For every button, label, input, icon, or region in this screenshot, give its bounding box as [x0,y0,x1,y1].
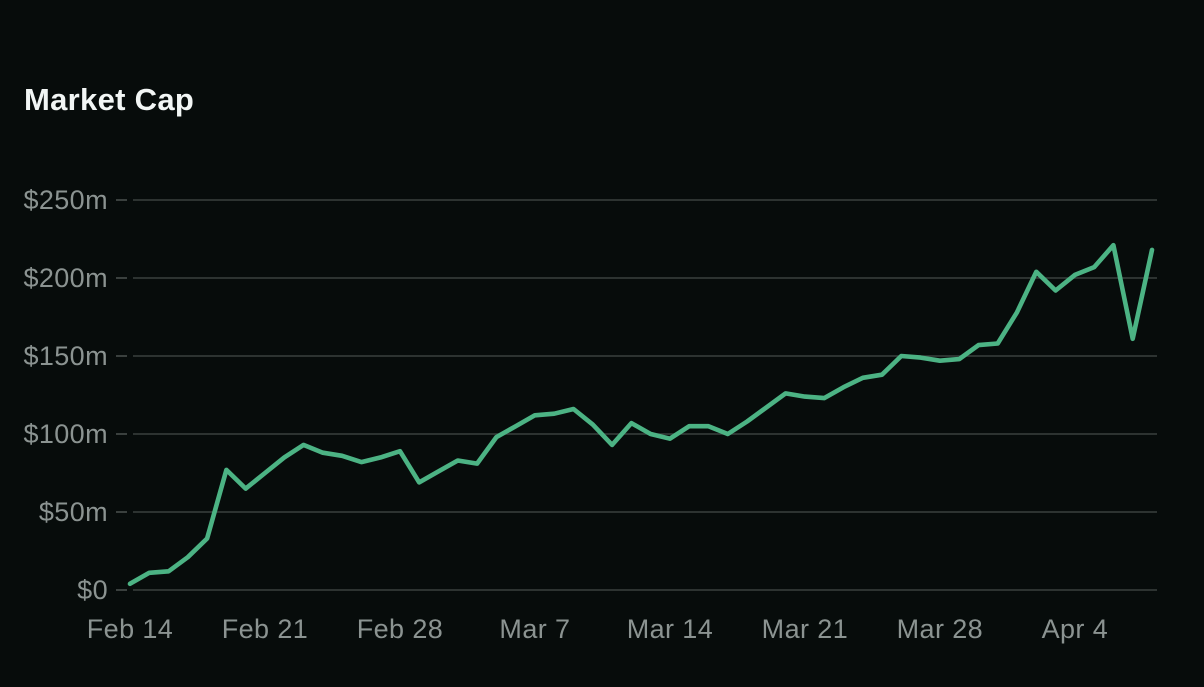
x-axis-label: Feb 28 [357,614,443,644]
y-axis-label: $50m [39,497,108,527]
page-title: Market Cap [24,82,195,117]
y-axis-label: $0 [77,575,108,605]
x-axis-label: Mar 14 [627,614,713,644]
y-axis-label: $200m [23,263,108,293]
y-axis-label: $250m [23,185,108,215]
y-axis: $0 $50m $100m $150m $200m $250m [23,185,1157,605]
x-axis-label: Mar 28 [897,614,983,644]
x-axis-label: Mar 21 [762,614,848,644]
market-cap-line [127,242,1155,587]
x-axis: Feb 14 Feb 21 Feb 28 Mar 7 Mar 14 Mar 21 Mar 2… [87,614,1108,644]
y-axis-label: $100m [23,419,108,449]
y-axis-label: $150m [23,341,108,371]
x-axis-label: Mar 7 [499,614,570,644]
x-axis-label: Feb 14 [87,614,173,644]
x-axis-label: Feb 21 [222,614,308,644]
x-axis-label: Apr 4 [1042,614,1109,644]
